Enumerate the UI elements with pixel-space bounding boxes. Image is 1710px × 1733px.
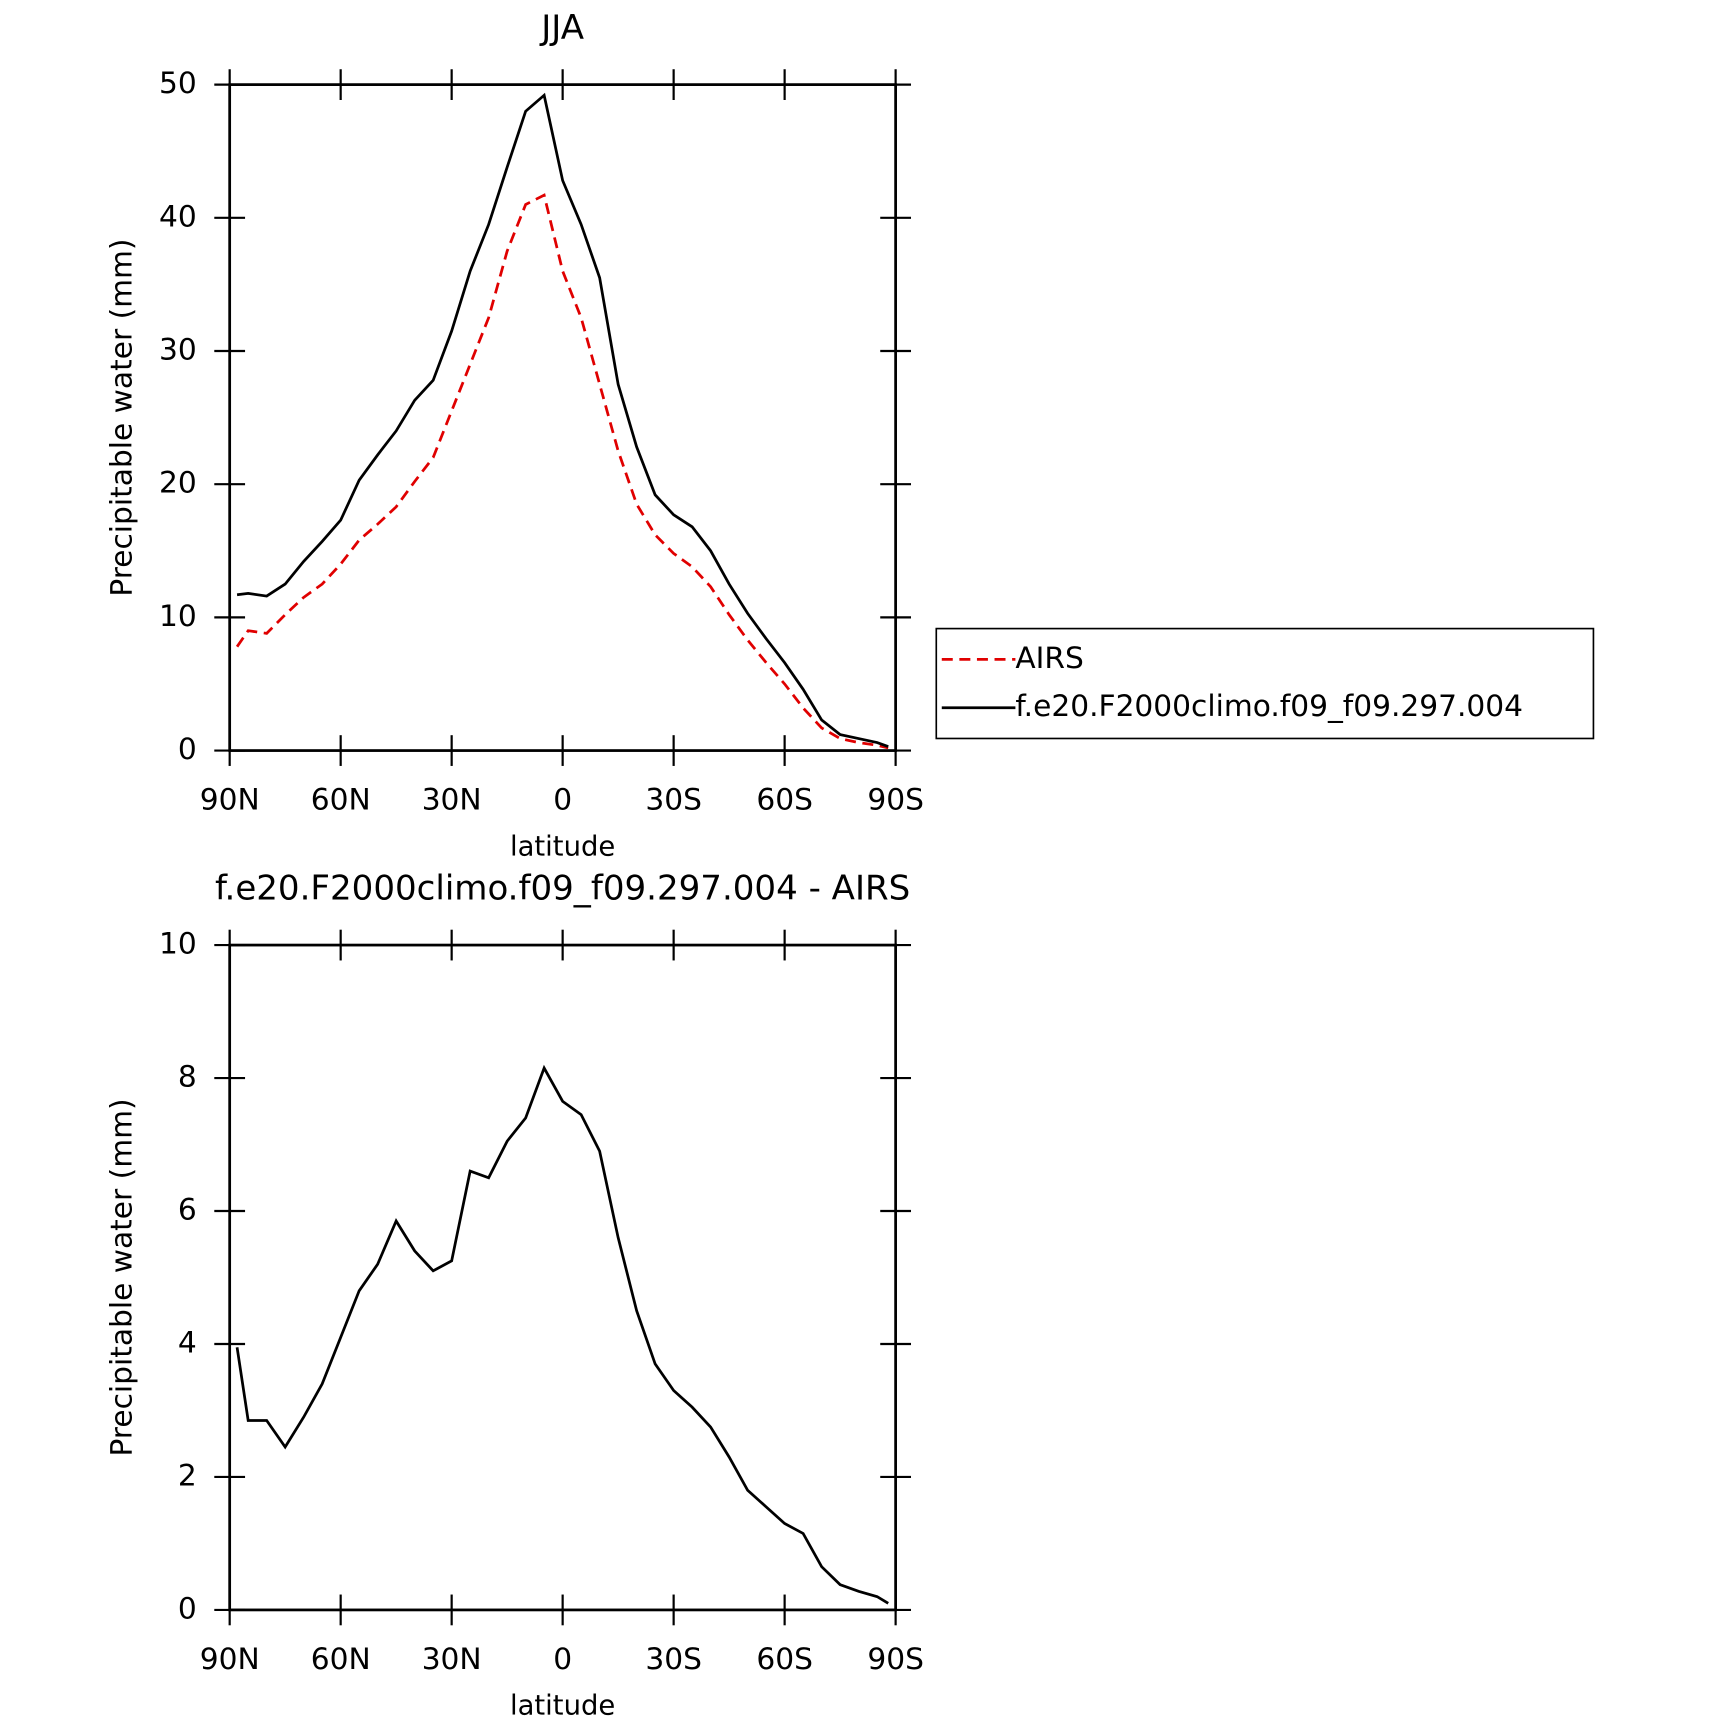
- y-tick-label: 6: [178, 1192, 197, 1227]
- x-tick-label: 60N: [311, 782, 371, 817]
- x-tick-label: 60S: [756, 1641, 813, 1676]
- x-tick-label: 90S: [867, 782, 924, 817]
- plot-frame: [228, 83, 897, 752]
- x-tick-label: 90S: [867, 1641, 924, 1676]
- x-tick-label: 0: [553, 1641, 572, 1676]
- y-tick-label: 30: [159, 331, 197, 366]
- y-tick-label: 4: [178, 1324, 197, 1359]
- x-tick-label: 30S: [645, 1641, 702, 1676]
- x-axis-label: latitude: [510, 1691, 615, 1722]
- chart-title: JJA: [539, 8, 584, 48]
- x-tick-label: 0: [553, 782, 572, 817]
- x-tick-label: 30N: [422, 782, 482, 817]
- x-tick-label: 30S: [645, 782, 702, 817]
- legend-label: f.e20.F2000climo.f09_f09.297.004: [1015, 688, 1523, 723]
- x-tick-label: 90N: [200, 1641, 260, 1676]
- y-tick-label: 0: [178, 731, 197, 766]
- y-tick-label: 20: [159, 465, 197, 500]
- data-line: [236, 92, 889, 748]
- x-tick-label: 30N: [422, 1641, 482, 1676]
- y-tick-label: 50: [159, 65, 197, 100]
- y-tick-label: 8: [178, 1059, 197, 1094]
- x-tick-label: 60N: [311, 1641, 371, 1676]
- chart-title: f.e20.F2000climo.f09_f09.297.004 - AIRS: [215, 869, 910, 909]
- data-line: [235, 193, 889, 750]
- y-tick-label: 40: [159, 198, 197, 233]
- y-tick-label: 2: [178, 1457, 197, 1492]
- plot-frame: [228, 943, 897, 1612]
- x-tick-label: 90N: [200, 782, 260, 817]
- legend-box: [935, 627, 1595, 740]
- legend-label: AIRS: [1015, 640, 1083, 675]
- y-axis-label: Precipitable water (mm): [104, 239, 139, 597]
- y-axis-label: Precipitable water (mm): [104, 1098, 139, 1456]
- y-tick-label: 10: [159, 598, 197, 633]
- data-line: [235, 1064, 889, 1605]
- y-tick-label: 0: [178, 1590, 197, 1625]
- x-tick-label: 60S: [756, 782, 813, 817]
- y-tick-label: 10: [159, 926, 197, 961]
- x-axis-label: latitude: [510, 831, 615, 862]
